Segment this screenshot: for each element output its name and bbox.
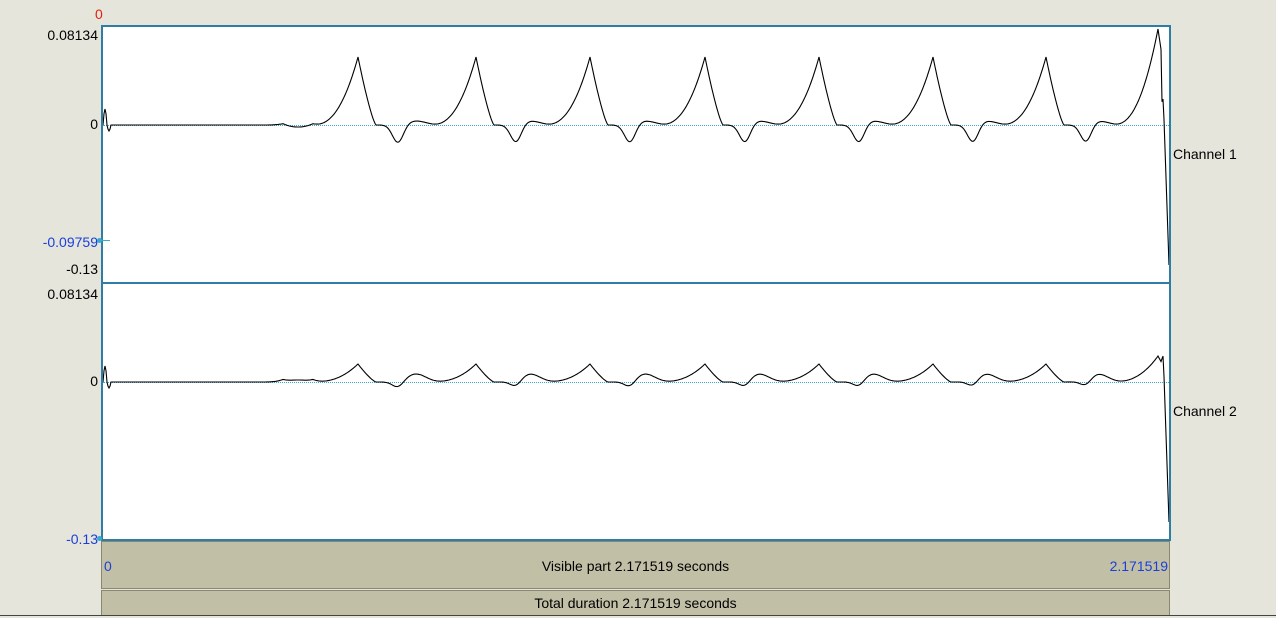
visible-part-label: Visible part 2.171519 seconds [541,558,730,574]
channel2-waveform [103,354,1169,523]
channel1-zero-line [103,125,1169,126]
channel2-y-min-label: -0.13 [66,531,98,547]
channel1-y-cursor-label[interactable]: -0.09759 [42,234,98,250]
channel1-waveform [103,28,1169,266]
channel1-waveform-panel[interactable] [101,25,1171,284]
visible-end-time: 2.171519 [1109,558,1168,574]
channel2-y-zero-label: 0 [90,373,98,389]
channel1-cursor-dot [97,238,102,243]
channel1-name-label: Channel 1 [1173,146,1237,162]
visible-part-bar[interactable]: 0 Visible part 2.171519 seconds 2.171519 [101,541,1170,589]
channel2-cursor-dot [97,536,102,541]
channel1-y-zero-label: 0 [90,116,98,132]
visible-start-time: 0 [104,558,112,574]
channel2-name-label: Channel 2 [1173,403,1237,419]
window-bottom-border [0,615,1276,616]
channel2-waveform-panel[interactable] [101,282,1171,541]
channel2-zero-line [103,382,1169,383]
channel1-y-min-label: -0.13 [66,261,98,277]
total-duration-bar[interactable]: Total duration 2.171519 seconds [101,590,1170,616]
cursor-time-label: 0 [95,6,103,22]
channel1-cursor-marker [98,240,110,241]
total-duration-label: Total duration 2.171519 seconds [534,595,737,611]
channel2-y-max-label: 0.08134 [47,286,98,302]
channel1-y-max-label: 0.08134 [47,27,98,43]
